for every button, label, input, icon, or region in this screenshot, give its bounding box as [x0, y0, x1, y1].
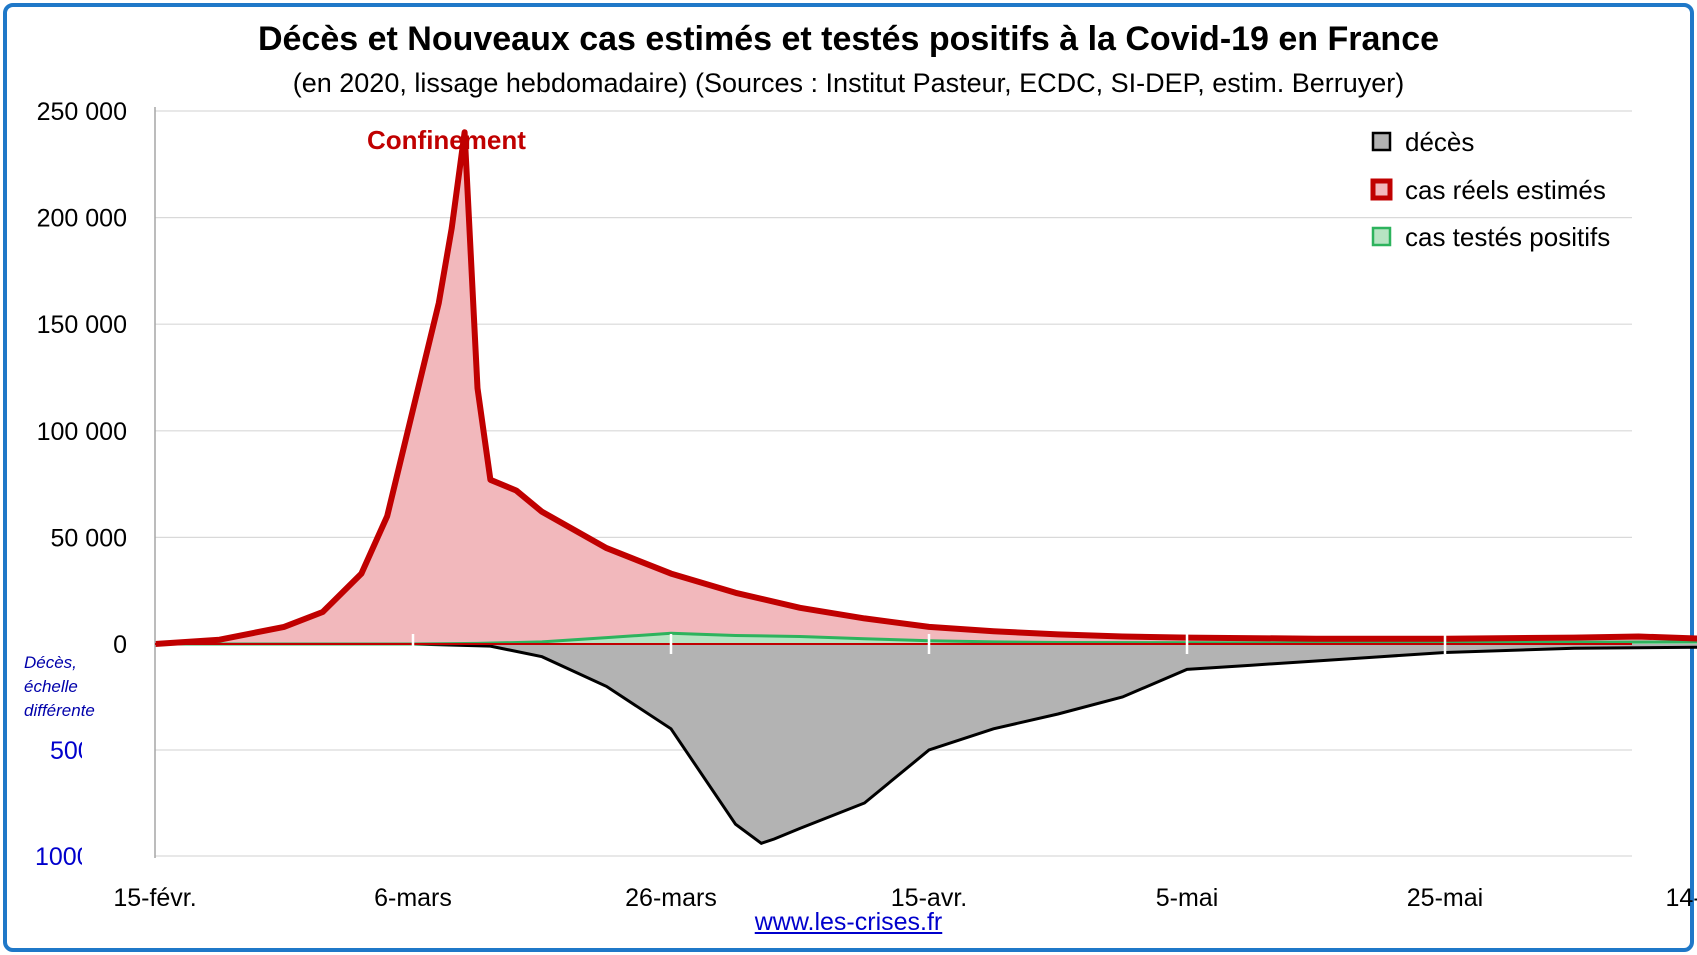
- deaths-note-line-1: Décès,: [24, 653, 77, 672]
- legend-swatch-cas-testes: [1371, 226, 1392, 247]
- legend-label-cas-reels: cas réels estimés: [1405, 175, 1606, 205]
- y-tick-label-4: 50 000: [51, 524, 127, 552]
- legend-label-cas-testes: cas testés positifs: [1405, 222, 1610, 252]
- y-tick-label-deaths-1: 1000: [35, 843, 91, 871]
- x-tick-label-0: 15-févr.: [113, 884, 196, 912]
- x-tick-label-1: 6-mars: [374, 884, 452, 912]
- axes: [154, 107, 1632, 858]
- deaths-note-line-3: différente: [24, 701, 95, 720]
- chart-frame: [3, 3, 1694, 952]
- x-tick-label-6: 14-juin: [1665, 884, 1697, 912]
- y-tick-label-deaths-0: 500: [50, 737, 92, 765]
- y-tick-label-3: 100 000: [37, 418, 127, 446]
- y-tick-label-5: 0: [113, 631, 127, 659]
- legend-label-deces: décès: [1405, 127, 1474, 157]
- cas-reels-area: [155, 132, 1697, 644]
- legend-swatch-cas-reels: [1370, 178, 1393, 201]
- chart-title: Décès et Nouveaux cas estimés et testés …: [257, 20, 1440, 58]
- y-tick-label-1: 200 000: [37, 205, 127, 233]
- source-link[interactable]: www.les-crises.fr: [754, 908, 943, 936]
- deces-line: [155, 642, 1697, 845]
- legend: décès cas réels estimés cas testés posit…: [1370, 127, 1610, 252]
- chart-subtitle: (en 2020, lissage hebdomadaire) (Sources…: [292, 68, 1405, 98]
- x-tick-label-5: 25-mai: [1407, 884, 1483, 912]
- deaths-note-line-2: échelle: [24, 677, 78, 696]
- legend-swatch-deces: [1371, 131, 1392, 152]
- deces-area: [155, 644, 1697, 844]
- confinement-annotation: Confinement: [367, 125, 526, 155]
- y-tick-label-0: 250 000: [37, 98, 127, 126]
- x-tick-label-3: 15-avr.: [891, 884, 967, 912]
- y-axis-labels: 250 000 200 000 150 000 100 000 50 000 0 500 10…: [35, 98, 127, 871]
- x-tick-label-4: 5-mai: [1156, 884, 1219, 912]
- x-tick-label-2: 26-mars: [625, 884, 717, 912]
- y-tick-label-2: 150 000: [37, 311, 127, 339]
- x-axis-labels: 15-févr. 6-mars 26-mars 15-avr. 5-mai 25-mai 1…: [113, 884, 1697, 912]
- cas-reels-line: [154, 129, 1697, 647]
- deaths-scale-note: Décès, échelle différente: [24, 653, 95, 720]
